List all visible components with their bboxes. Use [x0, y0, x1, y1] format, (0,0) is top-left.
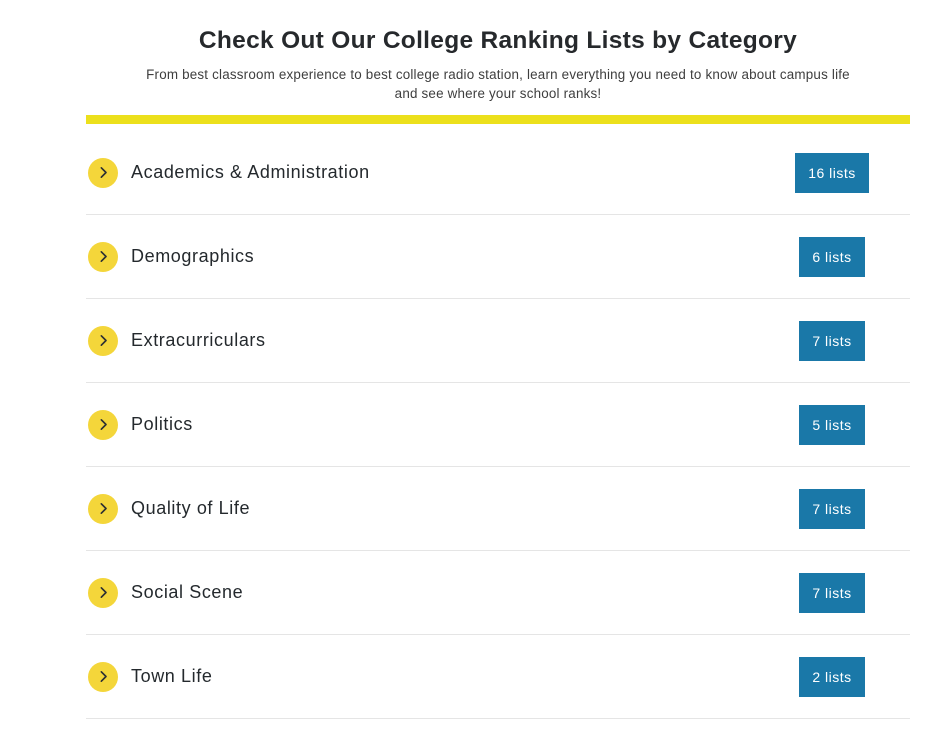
list-count-badge[interactable]: 7 lists [799, 572, 865, 613]
badge-column: 5 lists [794, 404, 870, 445]
category-row[interactable]: Demographics 6 lists [86, 215, 910, 299]
category-row[interactable]: Politics 5 lists [86, 383, 910, 467]
category-row-left: Demographics [86, 241, 255, 272]
badge-column: 6 lists [794, 236, 870, 277]
category-label[interactable]: Demographics [131, 246, 255, 266]
subtitle-line-2: and see where your school ranks! [394, 86, 602, 101]
list-count-badge[interactable]: 2 lists [799, 656, 865, 697]
badge-column: 7 lists [794, 572, 870, 613]
category-row-left: Academics & Administration [86, 157, 370, 188]
category-row[interactable]: Quality of Life 7 lists [86, 467, 910, 551]
category-row[interactable]: Academics & Administration 16 lists [86, 131, 910, 215]
yellow-accent-bar [86, 115, 910, 124]
chevron-right-icon[interactable] [88, 577, 118, 608]
list-count-badge[interactable]: 7 lists [799, 488, 865, 529]
category-row-left: Town Life [86, 661, 213, 692]
chevron-right-icon[interactable] [88, 241, 118, 272]
category-label[interactable]: Town Life [131, 666, 213, 686]
badge-column: 7 lists [794, 488, 870, 529]
chevron-right-icon[interactable] [88, 409, 118, 440]
list-count-badge[interactable]: 6 lists [799, 236, 865, 277]
chevron-right-icon[interactable] [88, 325, 118, 356]
list-count-badge[interactable]: 16 lists [795, 152, 869, 193]
category-row-left: Social Scene [86, 577, 244, 608]
chevron-right-icon[interactable] [88, 493, 118, 524]
category-row-left: Quality of Life [86, 493, 251, 524]
chevron-right-icon[interactable] [88, 157, 118, 188]
chevron-right-icon[interactable] [88, 661, 118, 692]
subtitle-line-1: From best classroom experience to best c… [146, 67, 850, 82]
page-subtitle: From best classroom experience to best c… [86, 65, 910, 103]
category-label[interactable]: Extracurriculars [131, 330, 266, 350]
category-label[interactable]: Quality of Life [131, 498, 251, 518]
badge-column: 7 lists [794, 320, 870, 361]
category-label[interactable]: Social Scene [131, 582, 244, 602]
category-row[interactable]: Social Scene 7 lists [86, 551, 910, 635]
category-label[interactable]: Politics [131, 414, 193, 434]
page-title: Check Out Our College Ranking Lists by C… [198, 27, 798, 54]
category-row[interactable]: Town Life 2 lists [86, 635, 910, 719]
category-row-left: Extracurriculars [86, 325, 266, 356]
list-count-badge[interactable]: 7 lists [799, 320, 865, 361]
category-list: Academics & Administration 16 lists Demo… [86, 124, 910, 719]
badge-column: 2 lists [794, 656, 870, 697]
category-label[interactable]: Academics & Administration [131, 162, 370, 182]
list-count-badge[interactable]: 5 lists [799, 404, 865, 445]
category-row-left: Politics [86, 409, 193, 440]
category-row[interactable]: Extracurriculars 7 lists [86, 299, 910, 383]
badge-column: 16 lists [794, 152, 870, 193]
